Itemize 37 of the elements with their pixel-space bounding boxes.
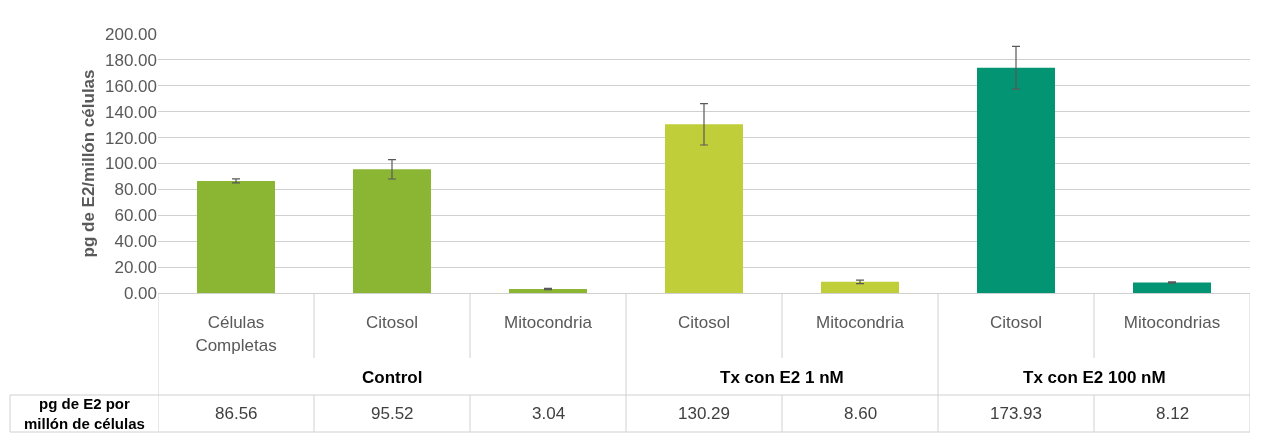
bar [665, 124, 743, 293]
text: Tx con E2 100 nM [1023, 368, 1166, 387]
y-tick-label: 20.00 [114, 258, 157, 278]
y-axis-title: pg de E2/millón células [78, 69, 98, 258]
bar [1133, 282, 1211, 293]
y-tick-label: 80.00 [114, 180, 157, 200]
data-label: 95.52 [371, 404, 414, 423]
x-tick-label: Células Completas [195, 313, 277, 355]
data-label: 3.04 [532, 404, 566, 423]
data-label: 86.56 [215, 404, 258, 423]
text: Tx con E2 1 nM [720, 368, 844, 387]
data-label: 173.93 [990, 404, 1042, 423]
bar [353, 169, 431, 293]
data-label: 8.12 [1156, 404, 1190, 423]
text: Control [362, 368, 423, 387]
y-tick-label: 60.00 [114, 206, 157, 226]
y-tick-label: 200.00 [105, 24, 157, 44]
text: pg de E2 por millón de células [24, 395, 145, 432]
bar [977, 67, 1055, 293]
x-tick-label: Citosol [990, 313, 1042, 333]
y-tick-label: 40.00 [114, 232, 157, 252]
x-tick-label: Mitocondria [816, 313, 905, 333]
y-tick-label: 100.00 [105, 154, 157, 174]
y-tick-label: 120.00 [105, 128, 157, 148]
y-tick-label: 0.00 [123, 283, 157, 303]
data-label: 8.60 [844, 404, 878, 423]
x-tick-label: Citosol [678, 313, 730, 333]
y-tick-label: 160.00 [105, 76, 157, 96]
x-tick-label: Mitocondrias [1123, 313, 1221, 333]
y-tick-label: 140.00 [105, 102, 157, 122]
bar [821, 281, 899, 293]
bar [509, 289, 587, 293]
bar [197, 180, 275, 293]
x-tick-label: Citosol [366, 313, 418, 333]
x-tick-label: Mitocondria [504, 313, 593, 333]
y-tick-label: 180.00 [105, 50, 157, 70]
data-label: 130.29 [678, 404, 730, 423]
